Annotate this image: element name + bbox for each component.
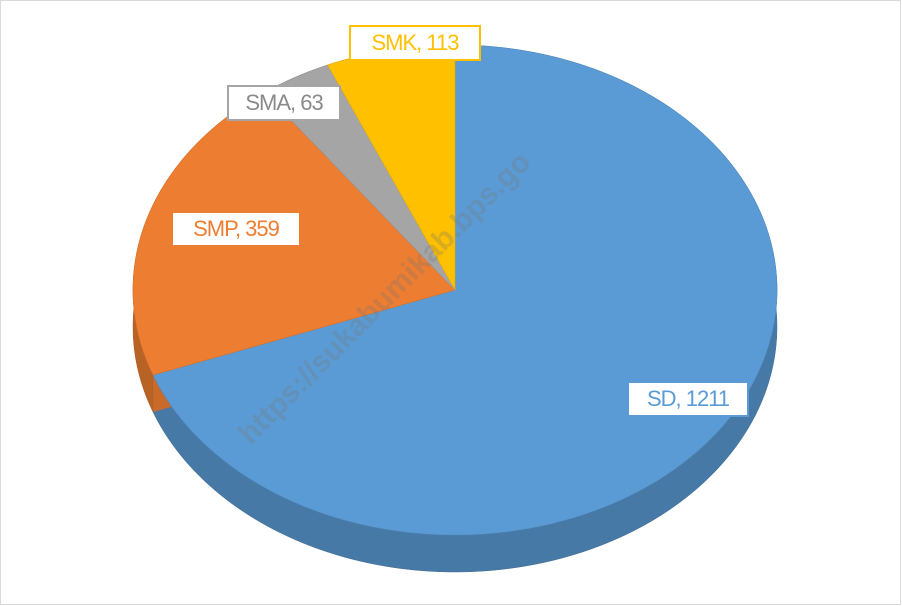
- data-label-box: [227, 85, 341, 121]
- data-label: SMK, 113: [372, 30, 460, 55]
- data-labels: SD, 1211 SMP, 359 SMA, 63 SMK, 113: [171, 25, 749, 417]
- data-label-box: [349, 25, 481, 61]
- data-label: SD, 1211: [647, 386, 730, 411]
- pie-slice: [152, 44, 778, 536]
- data-label-box: [627, 381, 749, 417]
- data-label: SMA, 63: [245, 90, 323, 115]
- data-label: SMP, 359: [193, 216, 280, 241]
- data-label-box: [171, 211, 301, 247]
